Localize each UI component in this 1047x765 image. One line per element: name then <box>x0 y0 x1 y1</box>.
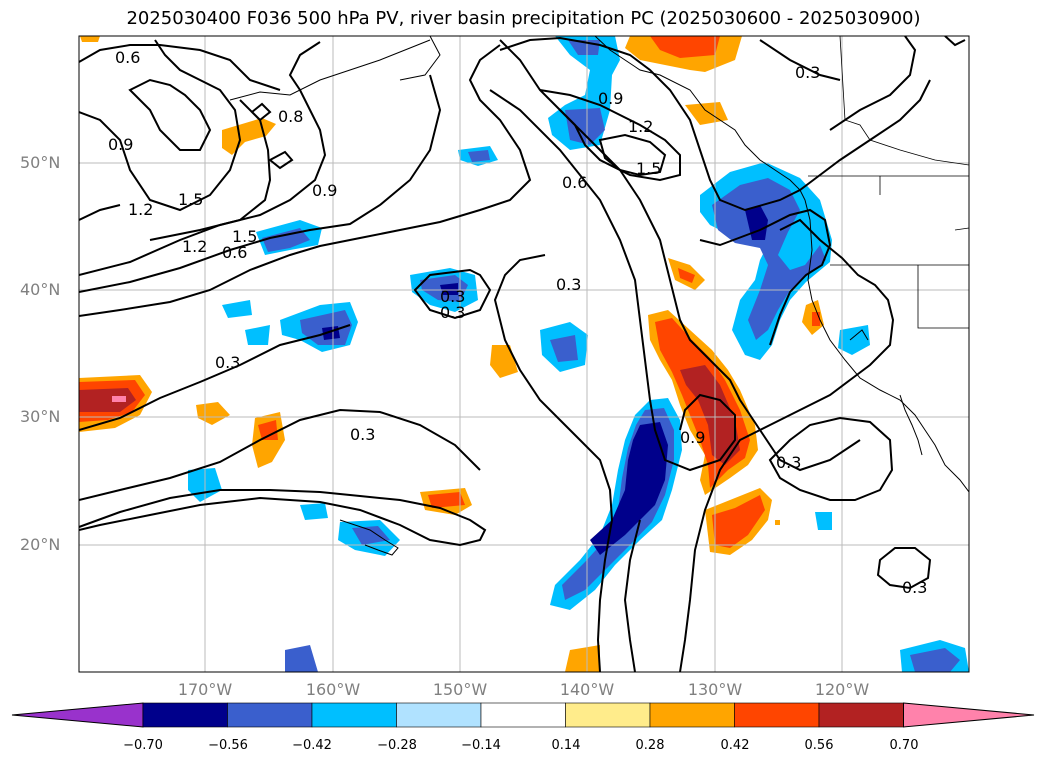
colorbar-segment <box>649 702 735 728</box>
colorbar-segment <box>396 702 482 728</box>
contour-label: 0.9 <box>598 89 623 108</box>
colorbar-segment <box>227 702 313 728</box>
colorbar-extend-min <box>11 702 144 728</box>
contour-label: 0.6 <box>115 48 140 67</box>
coastlines <box>229 36 969 556</box>
colorbar-tick-label: 0.28 <box>635 738 665 753</box>
contour-label: 1.2 <box>182 237 207 256</box>
colorbar-segment <box>818 702 904 728</box>
contour-label: 0.3 <box>440 303 465 322</box>
contour-label-layer: 0.6 0.9 1.2 1.5 0.8 1.2 1.5 0.9 0.6 0.3 … <box>108 48 927 597</box>
colorbar-segment <box>311 702 397 728</box>
contour-label: 0.9 <box>680 428 705 447</box>
contour-label: 0.8 <box>278 107 303 126</box>
colorbar-segment <box>565 702 651 728</box>
contour-label: 0.3 <box>350 425 375 444</box>
precip-fill-layer <box>79 36 969 672</box>
lon-label: 140°W <box>559 680 615 699</box>
contour-label: 1.5 <box>636 159 661 178</box>
lon-label: 150°W <box>432 680 488 699</box>
colorbar-tick-label: 0.56 <box>804 738 834 753</box>
colorbar <box>11 702 1035 728</box>
colorbar-tick-label: 0.42 <box>720 738 750 753</box>
lon-label: 160°W <box>305 680 361 699</box>
contour-label: 0.3 <box>556 275 581 294</box>
map-frame <box>78 35 970 673</box>
pv-contours <box>79 36 966 672</box>
colorbar-tick-label: −0.56 <box>208 738 248 753</box>
gridlines <box>79 36 969 672</box>
lon-label: 130°W <box>687 680 743 699</box>
colorbar-tick-label: −0.14 <box>461 738 501 753</box>
lat-label: 40°N <box>20 280 61 299</box>
contour-label: 1.5 <box>232 227 257 246</box>
contour-label: 0.3 <box>776 453 801 472</box>
map-plot: 0.6 0.9 1.2 1.5 0.8 1.2 1.5 0.9 0.6 0.3 … <box>78 35 970 673</box>
lon-label: 170°W <box>177 680 233 699</box>
colorbar-segment <box>734 702 820 728</box>
contour-label: 0.6 <box>222 243 247 262</box>
contour-label: 0.3 <box>795 63 820 82</box>
lat-label: 30°N <box>20 407 61 426</box>
borders <box>808 36 969 329</box>
colorbar-extend-max <box>903 702 1035 728</box>
contour-label: 0.3 <box>215 353 240 372</box>
lat-label: 50°N <box>20 153 61 172</box>
colorbar-tick-label: −0.70 <box>123 738 163 753</box>
map-title: 2025030400 F036 500 hPa PV, river basin … <box>126 8 921 29</box>
colorbar-segment <box>480 702 566 728</box>
colorbar-tick-label: −0.28 <box>377 738 417 753</box>
colorbar-segment <box>142 702 228 728</box>
colorbar-tick-label: 0.14 <box>551 738 581 753</box>
contour-label: 0.3 <box>440 287 465 306</box>
contour-label: 1.2 <box>128 200 153 219</box>
contour-label: 1.5 <box>178 190 203 209</box>
contour-label: 1.2 <box>628 117 653 136</box>
colorbar-tick-label: 0.70 <box>889 738 919 753</box>
lat-label: 20°N <box>20 535 61 554</box>
contour-label: 0.9 <box>108 135 133 154</box>
colorbar-tick-label: −0.42 <box>292 738 332 753</box>
contour-label: 0.6 <box>562 173 587 192</box>
contour-label: 0.9 <box>312 181 337 200</box>
contour-label: 0.3 <box>902 578 927 597</box>
lon-label: 120°W <box>814 680 870 699</box>
